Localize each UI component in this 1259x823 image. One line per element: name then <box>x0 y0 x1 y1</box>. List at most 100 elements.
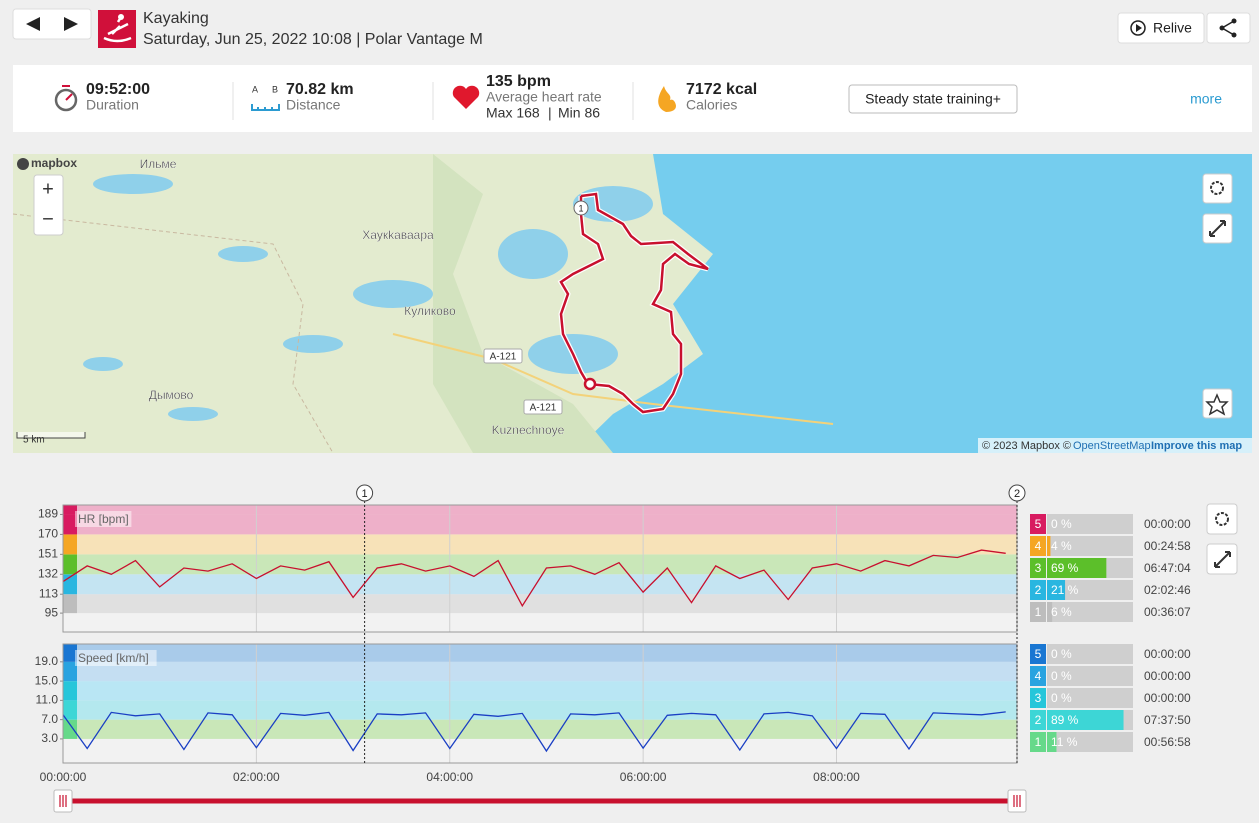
series-line <box>62 711 1006 753</box>
map[interactable]: 1 Ильме Хаукkаваара Куликово Дымово Kuznechn… <box>13 154 1252 453</box>
x-tick-label: 02:00:00 <box>233 770 280 784</box>
gear-icon[interactable] <box>1210 181 1224 195</box>
route-start <box>583 377 597 391</box>
map-settings[interactable] <box>1202 173 1233 204</box>
hr-separator: | <box>548 105 552 121</box>
zone-percent: 6 % <box>1051 605 1072 619</box>
share-button[interactable] <box>1206 12 1251 44</box>
duration-value: 09:52:00 <box>86 81 150 98</box>
play-glyph[interactable] <box>1136 24 1142 32</box>
x-tick-label: 00:00:00 <box>40 770 87 784</box>
zone-strip <box>63 719 77 739</box>
zone-time: 00:00:00 <box>1144 691 1191 705</box>
zone-percent: 4 % <box>1051 539 1072 553</box>
training-benefit-button[interactable] <box>848 84 1018 114</box>
y-tick-label: 11.0 <box>36 693 59 707</box>
zone-strip <box>63 661 77 682</box>
zone-band <box>63 644 1017 662</box>
y-tick-label: 113 <box>39 586 58 600</box>
series-label-bg <box>75 511 132 527</box>
zoom-in[interactable]: + <box>42 178 54 200</box>
ruler-icon <box>251 104 280 111</box>
zone-number: 2 <box>1035 583 1042 597</box>
stopwatch-icon <box>54 88 78 112</box>
expand-icon[interactable] <box>1209 220 1226 237</box>
map-sea <box>573 154 1252 453</box>
nav-buttons[interactable] <box>12 8 92 40</box>
attribution: © 2023 Mapbox © <box>982 440 1071 452</box>
next-arrow[interactable] <box>64 17 78 31</box>
scale-label: 5 km <box>23 435 45 446</box>
zone-band <box>63 505 1017 515</box>
map-lap-label: 1 <box>578 203 583 213</box>
road-label: A-121 <box>490 352 517 363</box>
zone-time: 00:36:07 <box>1144 605 1191 619</box>
zone-time: 02:02:46 <box>1144 583 1191 597</box>
duration-label: Duration <box>86 97 139 113</box>
stopwatch-hand <box>62 85 73 101</box>
zone-number-bg <box>1030 558 1046 578</box>
map-lap-marker <box>573 200 589 216</box>
zone-bar-bg <box>1047 688 1133 708</box>
place-label: Хаукkаваара <box>362 228 434 242</box>
y-tick-label: 95 <box>45 605 59 619</box>
series-label: HR [bpm] <box>78 512 129 526</box>
chart-settings[interactable] <box>1206 503 1238 535</box>
y-tick-label: 19.0 <box>35 654 59 668</box>
road-shield <box>523 399 563 415</box>
prev-arrow[interactable] <box>26 17 40 31</box>
more-link[interactable]: more <box>1190 91 1222 107</box>
map-valley <box>433 154 613 453</box>
relive-label[interactable]: Relive <box>1153 20 1192 36</box>
gear-icon[interactable] <box>1215 512 1229 526</box>
zone-percent: 21 % <box>1051 583 1079 597</box>
zone-time: 00:24:58 <box>1144 539 1191 553</box>
star-icon[interactable] <box>1205 393 1229 416</box>
hr-label: Average heart rate <box>486 89 602 105</box>
zone-bar-bg <box>1047 666 1133 686</box>
zoom-out[interactable]: − <box>42 208 54 230</box>
zone-number: 2 <box>1035 713 1042 727</box>
zone-number: 1 <box>1035 605 1042 619</box>
zone-strip <box>63 594 77 614</box>
attribution-osm[interactable]: OpenStreetMap <box>1073 440 1151 452</box>
expand-icon[interactable] <box>1214 551 1231 568</box>
zone-strip <box>63 681 77 701</box>
map-favorite[interactable] <box>1202 388 1233 419</box>
kayak-head <box>118 14 124 20</box>
zone-strip <box>63 534 77 555</box>
zone-band <box>63 534 1017 555</box>
zone-number-bg <box>1030 536 1046 556</box>
play-icon[interactable] <box>1130 20 1146 36</box>
attribution-improve[interactable]: Improve this map <box>1151 440 1242 452</box>
zone-time: 00:00:00 <box>1144 647 1191 661</box>
zone-band <box>63 514 1017 535</box>
zone-band <box>63 681 1017 701</box>
distance-a: A <box>252 84 258 94</box>
zone-number-bg <box>1030 666 1046 686</box>
zone-strip <box>63 514 77 535</box>
zone-number-bg <box>1030 514 1046 534</box>
y-tick-label: 151 <box>38 547 58 561</box>
kayak-glyph <box>103 16 132 43</box>
distance-value: 70.82 km <box>286 81 354 98</box>
share-dot[interactable] <box>1219 25 1225 31</box>
scale-bar <box>16 432 86 439</box>
series-line <box>62 549 1006 608</box>
zone-time: 07:37:50 <box>1144 713 1191 727</box>
flame-icon <box>658 86 676 112</box>
x-tick-label: 04:00:00 <box>426 770 473 784</box>
share-dot[interactable] <box>1231 32 1237 38</box>
lap-marker <box>1008 484 1026 502</box>
zone-bar-bg <box>1047 580 1133 600</box>
zone-bar-bg <box>1047 602 1133 622</box>
y-tick-label: 132 <box>38 566 58 580</box>
place-label: Куликово <box>404 304 456 318</box>
zone-bar <box>1047 710 1124 730</box>
share-dot[interactable] <box>1231 18 1237 24</box>
training-benefit[interactable]: Steady state training+ <box>865 91 1001 107</box>
zoom-control[interactable] <box>33 174 64 236</box>
hr-value: 135 bpm <box>486 73 551 90</box>
mapbox-label: mapbox <box>31 156 77 170</box>
